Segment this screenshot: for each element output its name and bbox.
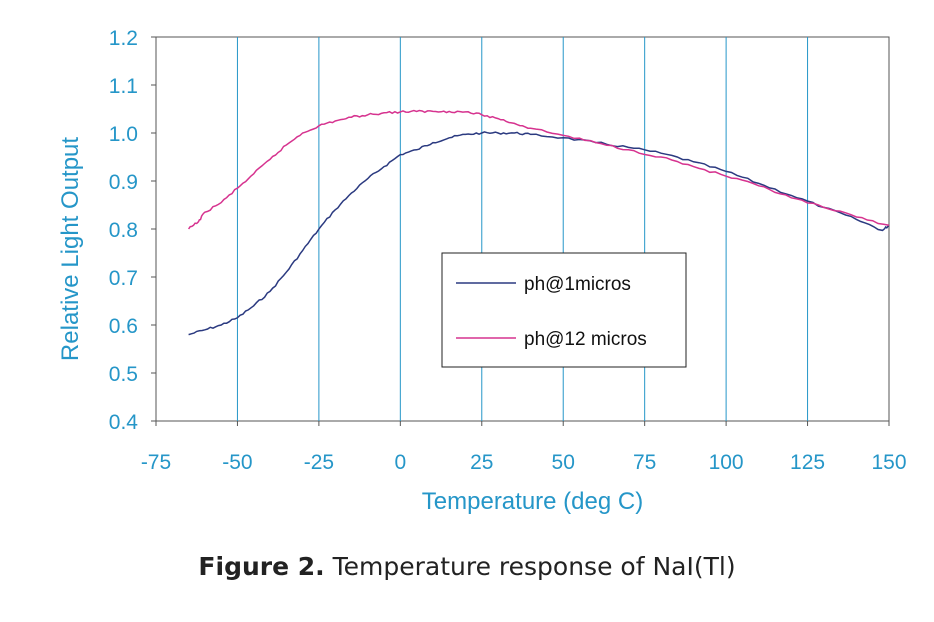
series-lines <box>187 109 890 336</box>
x-axis-title: Temperature (deg C) <box>422 488 643 515</box>
x-tick-label: -75 <box>141 451 171 474</box>
y-tick-label: 1.2 <box>109 27 138 50</box>
series-line-ph-1micros <box>188 131 890 336</box>
y-tick-label: 0.5 <box>109 363 138 386</box>
x-tick-label: 75 <box>633 451 656 474</box>
x-tick-label: 100 <box>709 451 744 474</box>
chart: -75 -50 -25 0 25 50 75 100 125 150 0.40.50.60.70.… <box>57 27 907 515</box>
x-tick-label: 0 <box>394 451 406 474</box>
legend: ph@1micros ph@12 micros <box>441 252 687 368</box>
y-axis-title: Relative Light Output <box>57 137 84 361</box>
figure-caption: Figure 2. Temperature response of NaI(Tl… <box>0 552 934 581</box>
y-tick-label: 0.9 <box>109 171 138 194</box>
x-tick-label: -25 <box>304 451 334 474</box>
x-tick-label: 125 <box>790 451 825 474</box>
figure-caption-text: Temperature response of NaI(Tl) <box>324 552 736 581</box>
y-tick-label: 0.4 <box>109 411 139 434</box>
series-line-ph-12micros <box>187 109 890 230</box>
legend-box <box>441 252 687 368</box>
y-tick-label: 0.6 <box>109 315 138 338</box>
y-tick-label: 1.1 <box>109 75 138 98</box>
legend-label-ph-1micros: ph@1micros <box>524 274 631 295</box>
x-tick-label: 25 <box>470 451 493 474</box>
x-tick-label: -50 <box>222 451 252 474</box>
y-axis-ticks: 0.4 0.5 0.6 0.7 0.8 0.9 1.0 1.1 1.2 <box>109 27 156 434</box>
y-tick-label: 0.7 <box>109 267 138 290</box>
x-tick-label: 150 <box>871 451 906 474</box>
y-tick-label: 1.0 <box>109 123 138 146</box>
x-axis-ticks: -75 -50 -25 0 25 50 75 100 125 150 <box>141 421 907 474</box>
y-tick-label: 0.8 <box>109 219 138 242</box>
x-tick-label: 50 <box>552 451 575 474</box>
figure-label: Figure 2. <box>198 552 325 581</box>
legend-label-ph-12micros: ph@12 micros <box>524 329 647 350</box>
